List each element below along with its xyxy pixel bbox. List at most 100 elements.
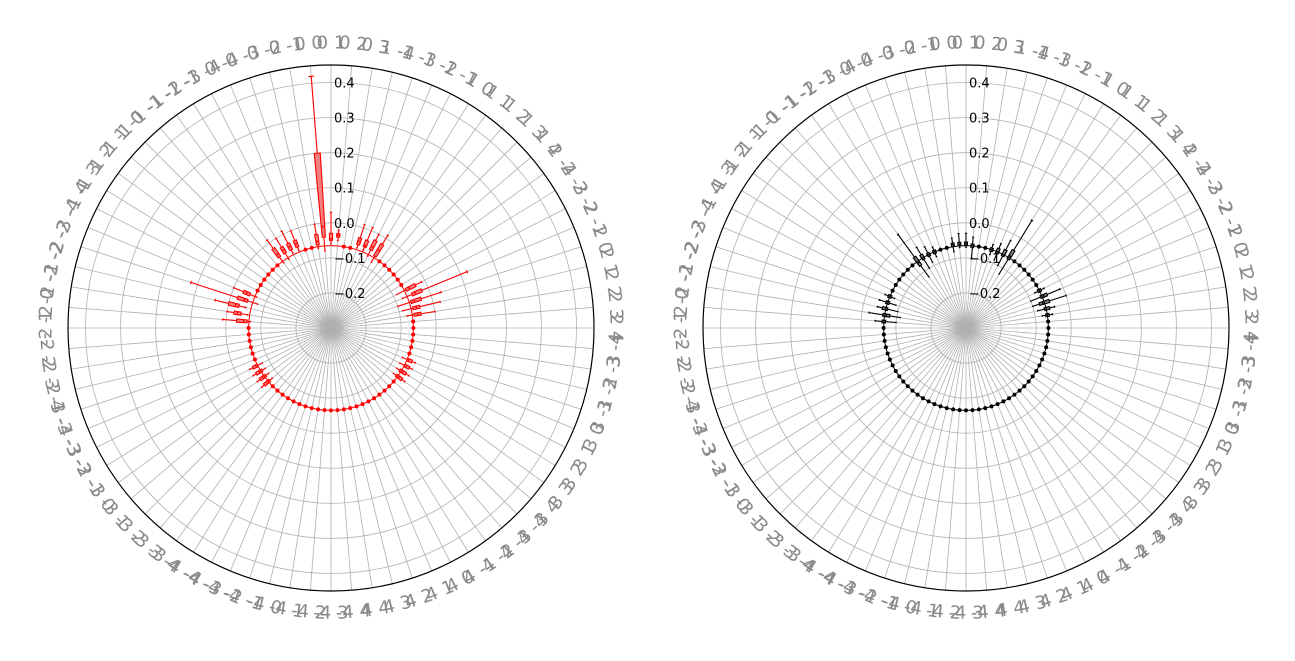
grid-spoke xyxy=(330,266,587,329)
grid-spoke xyxy=(965,226,1210,329)
whisker-low xyxy=(885,321,897,324)
grid-ring xyxy=(825,187,1107,469)
category-label: 0 1 xyxy=(952,33,981,54)
grid-spoke xyxy=(330,141,518,329)
whisker-high xyxy=(281,230,289,244)
boxplot-25 xyxy=(401,356,417,365)
grid-spoke xyxy=(96,208,332,329)
box-iqr xyxy=(404,282,417,292)
median-ring xyxy=(248,245,414,411)
grid-ring xyxy=(155,152,507,504)
grid-spoke xyxy=(289,68,332,329)
cap-high xyxy=(386,234,390,237)
grid-ring xyxy=(260,257,402,399)
whisker-high xyxy=(290,230,296,241)
category-label: 0 1 xyxy=(317,33,346,54)
grid-spoke xyxy=(965,114,1121,329)
grid-spoke xyxy=(765,327,967,500)
whisker-low xyxy=(396,367,401,371)
whisker-low xyxy=(997,255,1004,266)
box-iqr xyxy=(410,288,424,297)
grid-ring xyxy=(295,292,367,364)
grid-spoke xyxy=(249,327,332,579)
grid-spoke xyxy=(269,72,332,329)
whisker-high xyxy=(884,293,889,297)
grid-spoke xyxy=(965,327,1138,529)
grid-spoke xyxy=(330,286,591,329)
whisker-high xyxy=(931,246,935,251)
grid-ring xyxy=(755,117,1177,539)
cap-low xyxy=(1033,291,1036,294)
grid-spoke xyxy=(330,103,469,329)
boxplot-7 xyxy=(370,234,390,264)
grid-spoke xyxy=(130,327,332,500)
box-iqr xyxy=(313,233,320,246)
grid-spoke xyxy=(779,327,967,515)
grid-spoke xyxy=(330,93,451,329)
grid-spoke xyxy=(965,190,1191,329)
boxplot-65 xyxy=(232,286,258,299)
grid-ring xyxy=(790,152,1142,504)
grid-spoke xyxy=(944,327,967,591)
grid-spoke xyxy=(117,173,332,329)
grid-spoke xyxy=(965,327,1210,430)
whisker-high xyxy=(261,384,265,388)
whisker-high xyxy=(1046,288,1061,295)
whisker-high xyxy=(897,234,915,258)
whisker-high xyxy=(951,237,954,244)
polar-grid xyxy=(703,65,1229,591)
grid-spoke xyxy=(330,327,587,390)
grid-spoke xyxy=(828,327,967,553)
category-label: 2 4 xyxy=(1241,314,1262,343)
whisker-low xyxy=(290,249,294,254)
grid-spoke xyxy=(731,327,967,448)
grid-spoke xyxy=(703,306,967,329)
cap-low xyxy=(287,258,290,261)
grid-spoke xyxy=(330,327,591,370)
median-line xyxy=(294,242,298,245)
grid-spoke xyxy=(330,77,413,329)
whisker-high xyxy=(991,244,994,249)
grid-spoke xyxy=(965,327,1167,500)
boxplot-61 xyxy=(221,318,252,324)
whisker-high xyxy=(222,318,237,322)
radial-tick-label: 0.3 xyxy=(334,112,355,127)
boxplot-0 xyxy=(328,211,334,245)
boxplots xyxy=(189,75,469,413)
boxplot-1 xyxy=(335,229,341,242)
grid-spoke xyxy=(330,327,566,448)
grid-spoke xyxy=(211,327,332,563)
median-line xyxy=(376,248,381,252)
boxplot-75 xyxy=(289,229,300,252)
whisker-high xyxy=(1013,220,1033,251)
grid-spoke xyxy=(965,93,1086,329)
grid-spoke xyxy=(193,103,332,329)
radial-tick-labels: −0.2 −0.1 0.0 0.1 0.2 0.3 0.4 xyxy=(334,77,366,302)
whisker-high xyxy=(359,224,366,239)
grid-spoke xyxy=(944,65,967,329)
cap-low xyxy=(355,247,359,249)
category-label: -2 1 xyxy=(36,310,57,345)
category-label: -4 3 xyxy=(313,603,348,624)
grid-spoke xyxy=(794,127,967,329)
whisker-high xyxy=(375,234,380,241)
box-iqr xyxy=(362,239,370,249)
whisker-high xyxy=(366,227,374,241)
radial-tick-label: 0.0 xyxy=(334,217,355,232)
whisker-low xyxy=(920,265,930,278)
box-iqr xyxy=(919,253,926,261)
whisker-high xyxy=(266,239,274,249)
cap-high xyxy=(363,223,366,226)
whisker-low xyxy=(887,308,898,313)
cap-low xyxy=(370,261,373,264)
grid-spoke xyxy=(965,327,1086,563)
grid-spoke xyxy=(965,68,1008,329)
box-iqr xyxy=(409,296,423,305)
boxplot-27 xyxy=(395,367,410,377)
whisker-low xyxy=(356,244,359,249)
grid-ring xyxy=(720,82,1212,574)
cap-low xyxy=(988,253,991,256)
grid-spoke xyxy=(846,93,967,329)
whisker-low xyxy=(970,247,973,259)
grid-spoke xyxy=(75,327,332,390)
